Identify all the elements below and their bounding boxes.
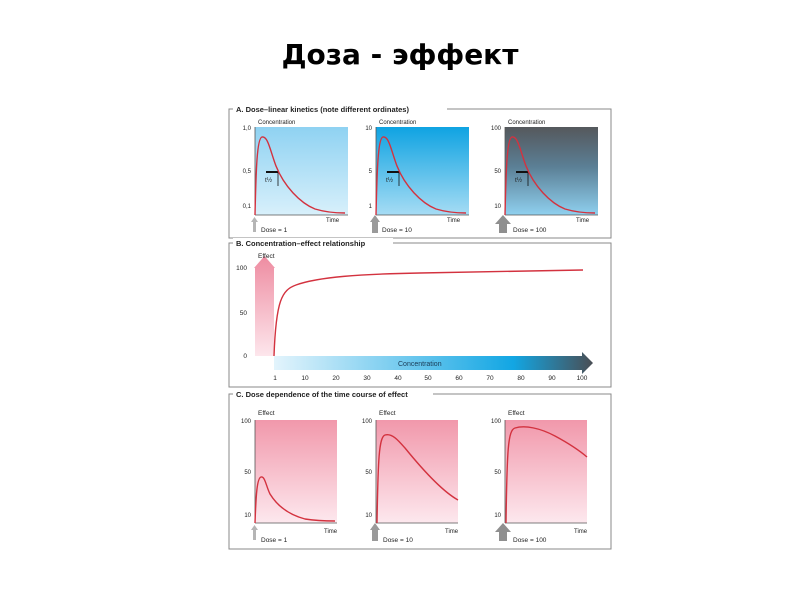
y-tick-label: 10 [365, 513, 372, 519]
y-tick-label: 1,0 [243, 126, 252, 132]
dose-arrow-icon [495, 215, 511, 233]
y-axis-label: Effect [258, 410, 275, 417]
x-tick-label: 90 [548, 375, 556, 382]
y-axis-label: Concentration [508, 120, 545, 126]
y-tick-label: 10 [494, 204, 501, 210]
x-tick-label: 1 [273, 375, 277, 382]
y-tick-label: 1 [369, 204, 373, 210]
y-tick-label: 5 [369, 169, 373, 175]
x-axis-label: Time [447, 218, 461, 224]
dose-arrow-icon [251, 217, 258, 232]
x-axis-label: Time [324, 529, 338, 535]
section-a: A. Dose–linear kinetics (note different … [228, 104, 612, 239]
y-tick-label: 50 [244, 470, 251, 476]
y-tick-label: 50 [494, 470, 501, 476]
x-tick-label: 100 [577, 375, 588, 382]
chart-background [505, 420, 587, 523]
x-axis-label: Time [326, 218, 340, 224]
half-life-label: t½ [265, 176, 273, 184]
x-tick-label: 50 [424, 375, 432, 382]
section-c-heading: C. Dose dependence of the time course of… [236, 390, 408, 399]
x-axis-label: Time [576, 218, 590, 224]
y-tick-label: 100 [241, 419, 252, 425]
section-b-frame [228, 242, 612, 388]
half-life-label: t½ [515, 176, 523, 184]
effect-curve [505, 426, 588, 524]
dose-label: Dose = 100 [513, 537, 547, 544]
section-b-heading: B. Concentration–effect relationship [236, 239, 366, 248]
section-a-heading: A. Dose–linear kinetics (note different … [236, 105, 409, 114]
concentration-curve [504, 136, 596, 216]
slide-title: Доза - эффект [281, 38, 519, 71]
x-ticks: 1 10 20 30 40 50 60 70 80 90 100 [273, 375, 588, 382]
y-tick-label: 50 [240, 310, 248, 317]
x-tick-label: 80 [517, 375, 525, 382]
dose-label: Dose = 1 [261, 227, 288, 234]
effect-curve [376, 433, 459, 524]
effect-axis-arrow [254, 256, 275, 356]
concentration-axis-label: Concentration [398, 361, 442, 368]
y-tick-label: 10 [365, 126, 372, 132]
y-tick-label: 100 [491, 419, 502, 425]
effect-axis-label: Effect [258, 253, 275, 260]
x-tick-label: 70 [486, 375, 494, 382]
effect-curve [254, 476, 336, 524]
x-tick-label: 10 [301, 375, 309, 382]
concentration-axis-arrow [274, 352, 593, 374]
dose-label: Dose = 10 [383, 537, 413, 544]
y-tick-label: 10 [494, 513, 501, 519]
y-tick-label: 50 [494, 169, 501, 175]
concentration-effect-curve [273, 269, 584, 357]
y-axis-label: Concentration [258, 120, 295, 126]
effect-chart-dose-10: Effect Time 100 50 10 Dose = 10 [362, 410, 459, 544]
x-tick-label: 40 [394, 375, 402, 382]
y-tick-label: 0,5 [243, 169, 252, 175]
dose-label: Dose = 1 [261, 537, 288, 544]
y-tick-label: 50 [365, 470, 372, 476]
y-tick-label: 100 [362, 419, 373, 425]
y-axis-label: Effect [379, 410, 396, 417]
dose-label: Dose = 10 [382, 227, 412, 234]
y-tick-label: 100 [491, 126, 502, 132]
dose-arrow-icon [370, 523, 380, 541]
y-tick-label: 0 [243, 353, 247, 360]
y-tick-label: 100 [236, 265, 247, 272]
x-tick-label: 60 [455, 375, 463, 382]
dose-label: Dose = 100 [513, 227, 547, 234]
kinetics-chart-dose-1: Concentration Time 1,0 0,5 0,1 t½ Dose =… [243, 120, 348, 234]
dose-arrow-icon [370, 215, 380, 233]
kinetics-chart-dose-100: Concentration Time 100 50 10 t½ Dose = 1… [491, 120, 598, 234]
y-axis-label: Concentration [379, 120, 416, 126]
kinetics-chart-dose-10: Concentration Time 10 5 1 t½ Dose = 10 [365, 120, 469, 234]
y-axis-label: Effect [508, 410, 525, 417]
effect-chart-dose-1: Effect Time 100 50 10 Dose = 1 [241, 410, 338, 544]
dose-arrow-icon [495, 523, 511, 541]
chart-background [255, 420, 337, 523]
x-axis-label: Time [574, 529, 588, 535]
dose-arrow-icon [251, 525, 258, 540]
section-c: C. Dose dependence of the time course of… [228, 389, 612, 550]
concentration-curve [375, 136, 467, 216]
half-life-label: t½ [386, 176, 394, 184]
x-tick-label: 30 [363, 375, 371, 382]
y-tick-label: 10 [244, 513, 251, 519]
section-b: B. Concentration–effect relationship Eff… [228, 238, 612, 388]
x-tick-label: 20 [332, 375, 340, 382]
x-axis-label: Time [445, 529, 459, 535]
effect-chart-dose-100: Effect Time 100 50 10 Dose = 100 [491, 410, 588, 544]
concentration-curve [254, 136, 346, 216]
y-tick-label: 0,1 [243, 204, 252, 210]
chart-background [376, 420, 458, 523]
